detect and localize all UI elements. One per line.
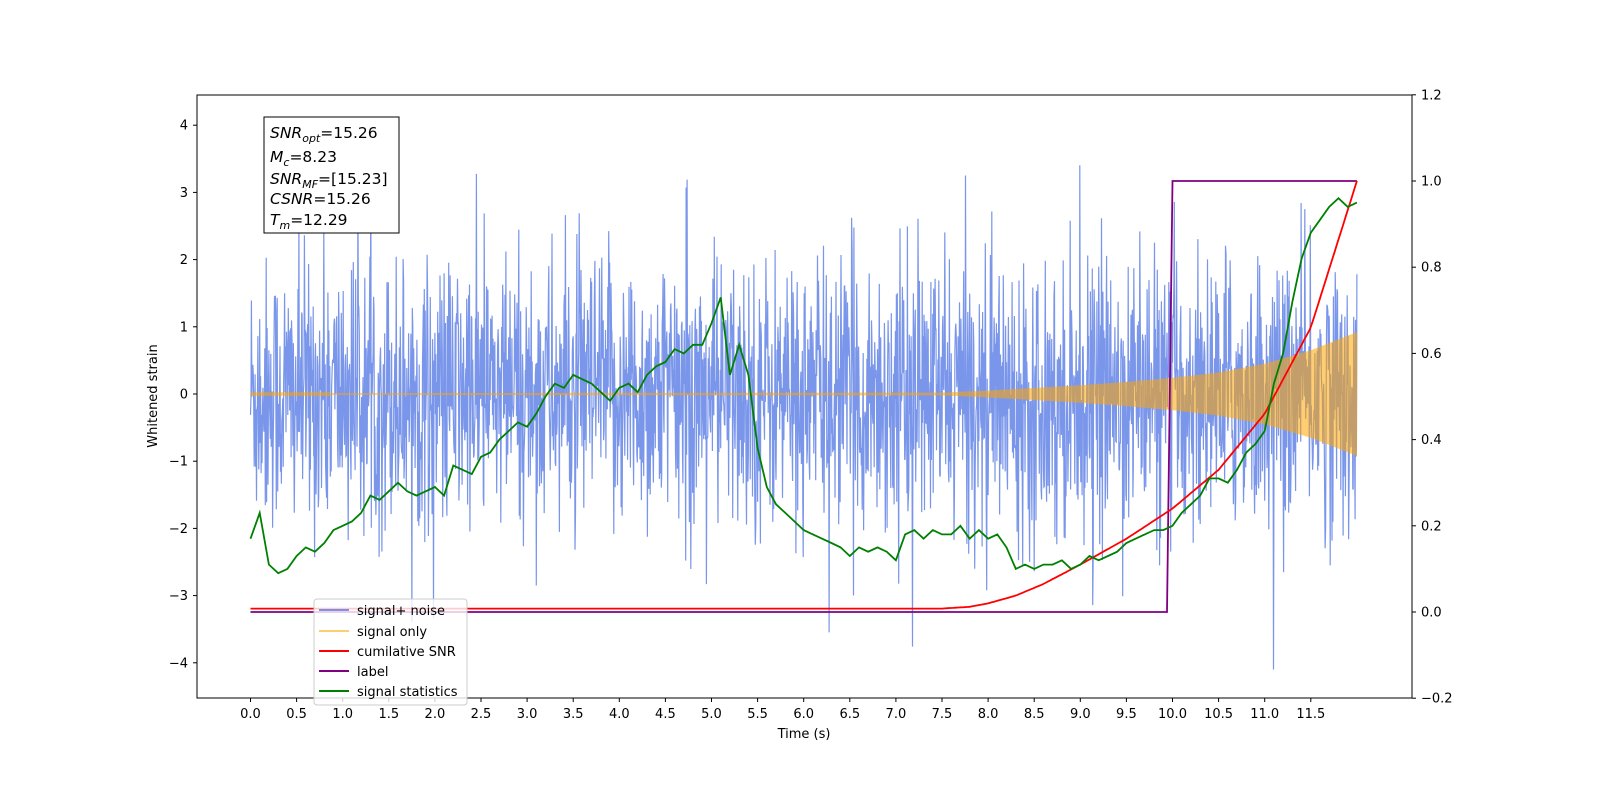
y-tick-label: −3 xyxy=(169,589,188,604)
x-tick-label: 11.0 xyxy=(1250,707,1279,722)
annotation-mc: Mc=8.23 xyxy=(270,148,337,169)
x-tick-label: 6.0 xyxy=(793,707,814,722)
plot-area xyxy=(249,138,1358,670)
annotation-snr-opt: SNRopt=15.26 xyxy=(270,124,378,145)
x-tick-label: 5.0 xyxy=(701,707,722,722)
legend-label-label: label xyxy=(357,665,388,680)
x-tick-label: 3.5 xyxy=(563,707,584,722)
y-tick-label: 4 xyxy=(180,119,188,134)
x-tick-label: 10.0 xyxy=(1158,707,1187,722)
y-axis-label: Whitened strain xyxy=(146,344,161,447)
y2-tick-label: 0.0 xyxy=(1421,606,1442,621)
annotation-box: SNRopt=15.26 Mc=8.23 SNRMF=[15.23] CSNR=… xyxy=(263,116,400,234)
x-tick-label: 7.5 xyxy=(932,707,953,722)
series-label xyxy=(250,180,1357,613)
y2-tick-label: 0.6 xyxy=(1421,347,1442,362)
x-tick-label: 4.0 xyxy=(609,707,630,722)
y2-tick-label: 0.2 xyxy=(1421,519,1442,534)
annotation-csnr: CSNR=15.26 xyxy=(270,190,371,208)
x-tick-label: 10.5 xyxy=(1204,707,1233,722)
x-tick-label: 9.5 xyxy=(1116,707,1137,722)
axis-ticks: 0.0 0.5 1.0 1.5 2.0 2.5 3.0 3.5 4.0 4.5 5.0 5.5 6.0 6… xyxy=(169,88,1453,722)
x-tick-label: 9.0 xyxy=(1070,707,1091,722)
x-tick-label: 3.0 xyxy=(517,707,538,722)
plot-frame xyxy=(196,94,1413,699)
x-tick-label: 0.5 xyxy=(286,707,307,722)
legend-label-signal-noise: signal+ noise xyxy=(357,604,445,619)
x-tick-label: 8.0 xyxy=(978,707,999,722)
y-tick-label: 2 xyxy=(180,253,188,268)
annotation-tm: Tm=12.29 xyxy=(270,211,348,232)
x-tick-label: 0.0 xyxy=(240,707,261,722)
y-tick-label: 3 xyxy=(180,186,188,201)
y2-tick-label: 1.0 xyxy=(1421,175,1442,190)
series-signal-noise xyxy=(249,138,1358,670)
x-tick-label: 2.5 xyxy=(471,707,492,722)
legend-label-signal-only: signal only xyxy=(357,625,427,640)
y-tick-label: 0 xyxy=(180,388,188,403)
y2-tick-label: 0.4 xyxy=(1421,433,1442,448)
y2-tick-label: −0.2 xyxy=(1421,692,1453,707)
x-tick-label: 1.0 xyxy=(332,707,353,722)
x-tick-label: 2.0 xyxy=(425,707,446,722)
x-tick-label: 5.5 xyxy=(747,707,768,722)
x-tick-label: 6.5 xyxy=(839,707,860,722)
y-tick-label: 1 xyxy=(180,320,188,335)
x-tick-label: 11.5 xyxy=(1296,707,1325,722)
x-axis-label: Time (s) xyxy=(777,727,831,742)
y2-tick-label: 0.8 xyxy=(1421,261,1442,276)
series-signal-statistics xyxy=(249,196,1358,575)
y-tick-label: −1 xyxy=(169,455,188,470)
series-signal-only xyxy=(250,332,1358,456)
legend-label-cumulative-snr: cumilative SNR xyxy=(357,645,456,660)
legend: signal+ noise signal only cumilative SNR… xyxy=(313,598,468,706)
annotation-snr-mf: SNRMF=[15.23] xyxy=(270,170,388,191)
x-tick-label: 1.5 xyxy=(378,707,399,722)
legend-frame xyxy=(313,598,468,706)
x-tick-label: 8.5 xyxy=(1024,707,1045,722)
x-tick-label: 4.5 xyxy=(655,707,676,722)
y-tick-label: −4 xyxy=(169,656,188,671)
y-tick-label: −2 xyxy=(169,522,188,537)
y2-tick-label: 1.2 xyxy=(1421,88,1442,103)
legend-label-signal-statistics: signal statistics xyxy=(357,685,458,700)
x-tick-label: 7.0 xyxy=(886,707,907,722)
